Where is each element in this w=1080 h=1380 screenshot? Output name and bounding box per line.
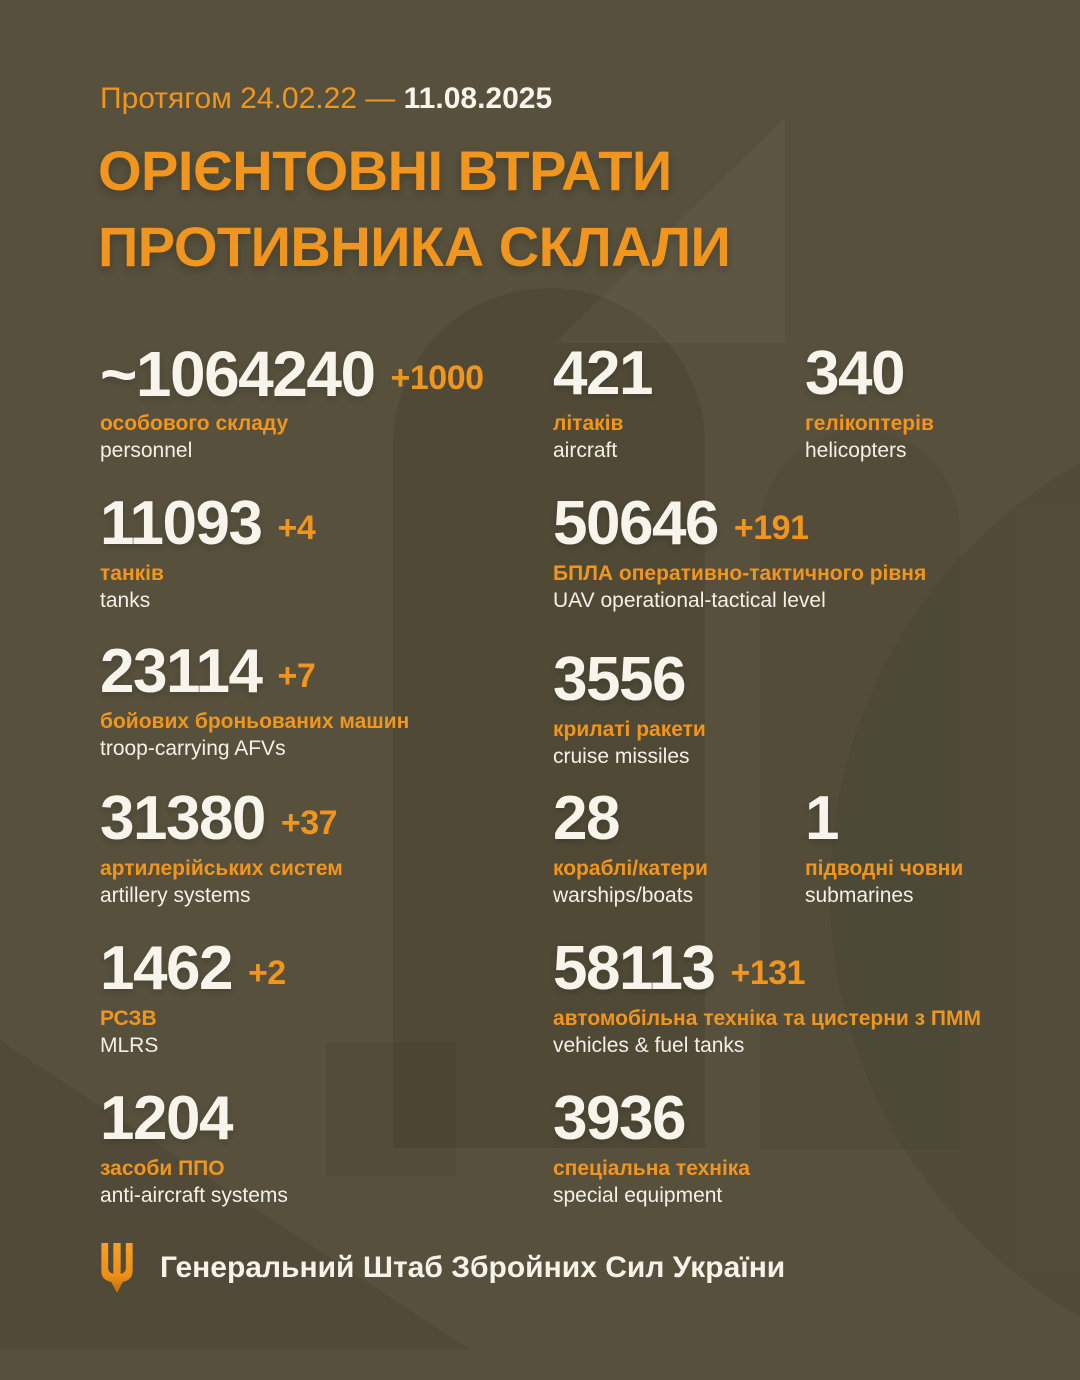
page-title-line1: ОРІЄНТОВНІ ВТРАТИ bbox=[98, 139, 672, 202]
stat-label-uk: засоби ППО bbox=[100, 1157, 225, 1180]
stat-cruise-missiles: 3556 крилаті ракети cruise missiles bbox=[553, 648, 706, 770]
stat-value: 3936 bbox=[553, 1084, 686, 1153]
stat-value: 23114 bbox=[100, 637, 263, 706]
footer: Генеральний Штаб Збройних Сил України bbox=[98, 1242, 785, 1294]
stat-value: 1204 bbox=[100, 1084, 233, 1153]
stat-aircraft: 421 літаків aircraft bbox=[553, 339, 653, 464]
stat-anti-aircraft: 1204 засоби ППО anti-aircraft systems bbox=[100, 1087, 288, 1209]
stat-value: 1462 bbox=[100, 934, 233, 1003]
stat-label-uk: танків bbox=[100, 562, 164, 585]
stat-tanks: 11093 +4 танків tanks bbox=[100, 489, 316, 614]
stat-value: 31380 bbox=[100, 784, 266, 853]
stat-label-uk: особового складу bbox=[100, 412, 289, 435]
stat-value: 421 bbox=[553, 339, 653, 408]
stat-increment: +131 bbox=[730, 953, 806, 992]
stat-value: 50646 bbox=[553, 489, 719, 558]
stat-label-en: UAV operational-tactical level bbox=[553, 589, 826, 612]
stat-value: 11093 bbox=[100, 489, 263, 558]
stat-label-uk: РСЗВ bbox=[100, 1007, 157, 1030]
stat-warships: 28 кораблі/катери warships/boats bbox=[553, 787, 708, 909]
stat-value: 28 bbox=[553, 784, 620, 853]
stat-label-uk: гелікоптерів bbox=[805, 412, 934, 435]
date-range-period: Протягом 24.02.22 — bbox=[100, 82, 396, 115]
stat-value: 340 bbox=[805, 339, 905, 408]
stat-increment: +2 bbox=[247, 953, 286, 992]
stat-label-en: helicopters bbox=[805, 439, 907, 462]
page-title-line2: ПРОТИВНИКА СКЛАЛИ bbox=[98, 215, 731, 278]
trident-icon bbox=[101, 1243, 133, 1293]
stat-helicopters: 340 гелікоптерів helicopters bbox=[805, 342, 934, 464]
stat-value: ~1064240 bbox=[100, 338, 376, 410]
date-range-current: 11.08.2025 bbox=[403, 82, 553, 115]
stat-label-en: artillery systems bbox=[100, 884, 251, 907]
stat-label-en: submarines bbox=[805, 884, 914, 907]
stat-increment: +7 bbox=[277, 656, 316, 695]
stat-artillery: 31380 +37 артилерійських систем artiller… bbox=[100, 787, 343, 909]
stat-label-en: cruise missiles bbox=[553, 745, 690, 768]
stat-personnel: ~1064240 +1000 особового складу personne… bbox=[100, 342, 484, 464]
page-title: ОРІЄНТОВНІ ВТРАТИ ПРОТИВНИКА СКЛАЛИ bbox=[98, 133, 731, 285]
stat-uav: 50646 +191 БПЛА оперативно-тактичного рі… bbox=[553, 492, 926, 614]
stat-increment: +4 bbox=[277, 508, 316, 547]
stat-increment: +37 bbox=[280, 803, 338, 842]
stat-vehicles: 58113 +131 автомобільна техніка та цисте… bbox=[553, 937, 981, 1059]
date-range: Протягом 24.02.22 — 11.08.2025 bbox=[100, 82, 552, 116]
stat-label-uk: артилерійських систем bbox=[100, 857, 343, 880]
stat-label-en: troop-carrying AFVs bbox=[100, 737, 286, 760]
infographic-canvas: { "header": { "period_label": "Протягом … bbox=[98, 82, 981, 1294]
source-attribution: Генеральний Штаб Збройних Сил України bbox=[160, 1251, 786, 1284]
stat-label-uk: БПЛА оперативно-тактичного рівня bbox=[553, 562, 927, 585]
stat-increment: +191 bbox=[733, 508, 809, 547]
stat-label-uk: підводні човни bbox=[805, 857, 964, 880]
stat-value: 1 bbox=[805, 784, 839, 853]
stat-label-uk: крилаті ракети bbox=[553, 718, 706, 741]
stat-label-en: special equipment bbox=[553, 1184, 723, 1207]
background-notch-shape bbox=[326, 1042, 456, 1177]
stat-label-en: vehicles & fuel tanks bbox=[553, 1034, 745, 1057]
stat-label-en: anti-aircraft systems bbox=[100, 1184, 288, 1207]
stat-increment: +1000 bbox=[390, 358, 485, 397]
stat-value: 58113 bbox=[553, 934, 716, 1003]
stat-label-en: MLRS bbox=[100, 1034, 159, 1057]
stat-special-equipment: 3936 спеціальна техніка special equipmen… bbox=[553, 1087, 750, 1209]
stat-label-uk: автомобільна техніка та цистерни з ПММ bbox=[553, 1007, 981, 1030]
stat-label-en: aircraft bbox=[553, 439, 618, 462]
stat-afv: 23114 +7 бойових броньованих машин troop… bbox=[100, 640, 409, 762]
stat-label-uk: літаків bbox=[553, 412, 624, 435]
stat-value: 3556 bbox=[553, 645, 686, 714]
stat-mlrs: 1462 +2 РСЗВ MLRS bbox=[100, 937, 286, 1059]
stat-submarines: 1 підводні човни submarines bbox=[805, 787, 963, 909]
stat-label-uk: кораблі/катери bbox=[553, 857, 708, 880]
stat-label-en: personnel bbox=[100, 439, 193, 462]
stat-label-en: warships/boats bbox=[553, 884, 694, 907]
stat-label-uk: спеціальна техніка bbox=[553, 1157, 750, 1180]
stat-label-en: tanks bbox=[100, 589, 151, 612]
stat-label-uk: бойових броньованих машин bbox=[100, 710, 410, 733]
